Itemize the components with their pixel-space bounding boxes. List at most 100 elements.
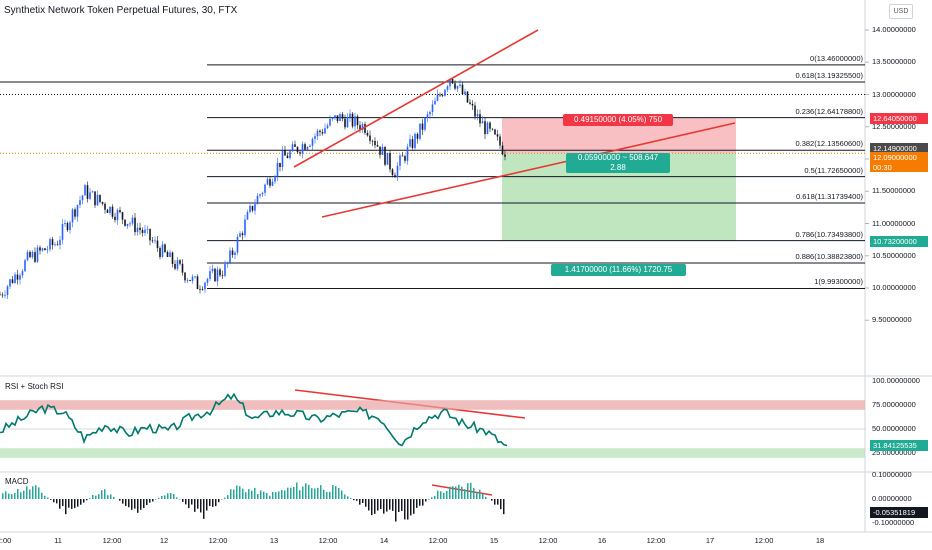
time-axis-label: 17: [705, 536, 715, 545]
candle-body: [194, 276, 196, 278]
macd-histogram-bar: [476, 492, 478, 499]
candle-body: [0, 294, 1, 296]
candle-body: [204, 282, 206, 290]
time-axis-label: 12:00: [538, 536, 558, 545]
candle-body: [114, 216, 116, 221]
macd-histogram-bar: [203, 499, 205, 519]
candle-body: [144, 229, 146, 234]
candle-body: [214, 268, 216, 282]
candle-body: [76, 205, 79, 217]
fib-level-label: 0.618(13.19325500): [795, 71, 863, 81]
macd-histogram-bar: [200, 499, 202, 513]
macd-histogram-bar: [344, 494, 346, 499]
macd-histogram-bar: [434, 495, 436, 499]
candle-body: [184, 272, 186, 281]
macd-histogram-bar: [440, 491, 442, 499]
macd-histogram-bar: [230, 489, 232, 499]
candle-body: [31, 252, 34, 258]
macd-histogram-bar: [104, 489, 106, 499]
candle-body: [371, 140, 374, 142]
macd-histogram-bar: [158, 498, 160, 499]
candle-body: [354, 116, 356, 127]
macd-histogram-bar: [245, 492, 247, 499]
candle-body: [439, 94, 441, 96]
candle-body: [9, 279, 11, 287]
entry-label-line1: 0.05900000 ~ 508.647: [577, 153, 659, 162]
candle-body: [429, 112, 431, 115]
candle-body: [339, 114, 341, 121]
macd-histogram-bar: [17, 488, 19, 499]
currency-button[interactable]: USD: [889, 4, 913, 19]
price-axis-label: 12.50000000: [872, 121, 916, 131]
price-axis-label: 14.00000000: [872, 25, 916, 34]
macd-histogram-bar: [449, 486, 451, 499]
candle-body: [174, 263, 176, 269]
candle-body: [364, 124, 366, 133]
macd-histogram-bar: [167, 493, 169, 499]
candle-body: [476, 114, 479, 117]
macd-histogram-bar: [386, 499, 388, 512]
macd-histogram-bar: [275, 492, 277, 499]
candle-body: [149, 228, 151, 241]
price-axis-label: 13.50000000: [872, 57, 916, 67]
macd-histogram-bar: [497, 499, 499, 505]
macd-histogram-bar: [407, 499, 409, 520]
candle-body: [24, 260, 26, 272]
candle-body: [491, 128, 494, 130]
macd-histogram-bar: [218, 499, 220, 503]
macd-histogram-bar: [395, 499, 397, 522]
candle-body: [14, 274, 16, 283]
candle-body: [34, 252, 36, 262]
macd-histogram-bar: [470, 482, 472, 499]
candle-body: [389, 152, 391, 170]
macd-histogram-bar: [11, 494, 13, 499]
candle-body: [471, 103, 474, 106]
candle-body: [359, 125, 361, 130]
macd-histogram-bar: [290, 487, 292, 499]
macd-histogram-bar: [380, 499, 382, 509]
candle-body: [229, 250, 231, 263]
candle-body: [426, 114, 429, 118]
wedge-lower-trendline: [321, 122, 736, 218]
macd-histogram-bar: [5, 491, 7, 499]
last-price-tag: 12.14900000: [870, 143, 928, 155]
candle-body: [11, 279, 14, 283]
candle-body: [309, 145, 311, 147]
candle-body: [121, 212, 124, 220]
macd-histogram-bar: [35, 485, 37, 499]
price-axis-label: 11.50000000: [872, 186, 916, 196]
macd-histogram-bar: [485, 496, 487, 499]
macd-histogram-bar: [467, 483, 469, 499]
macd-histogram-bar: [227, 495, 229, 499]
candle-body: [446, 86, 449, 90]
candle-body: [466, 91, 469, 103]
candle-body: [21, 271, 24, 276]
candle-body: [241, 233, 244, 236]
macd-histogram-bar: [356, 499, 358, 501]
candle-body: [86, 185, 89, 199]
macd-histogram-bar: [248, 489, 250, 499]
macd-histogram-bar: [161, 496, 163, 499]
macd-histogram-bar: [293, 487, 295, 499]
candle-body: [206, 278, 209, 283]
candle-body: [334, 115, 336, 118]
candle-body: [326, 125, 329, 129]
macd-histogram-bar: [458, 484, 460, 499]
chart-title: Synthetix Network Token Perpetual Future…: [4, 5, 238, 16]
candle-body: [421, 123, 424, 130]
macd-histogram-bar: [422, 499, 424, 506]
candle-body: [316, 130, 319, 137]
macd-histogram-bar: [38, 487, 40, 499]
macd-histogram-bar: [305, 483, 307, 499]
candle-body: [276, 162, 279, 177]
rsi-value-tag: 31.84125535: [870, 440, 928, 452]
candle-body: [406, 146, 409, 161]
candle-body: [461, 84, 464, 95]
price-axis-label: 11.00000000: [872, 218, 916, 228]
macd-histogram-bar: [257, 494, 259, 499]
time-axis-label: 12:00: [646, 536, 666, 545]
macd-histogram-bar: [311, 488, 313, 499]
macd-histogram-bar: [452, 486, 454, 499]
macd-histogram-bar: [107, 495, 109, 499]
